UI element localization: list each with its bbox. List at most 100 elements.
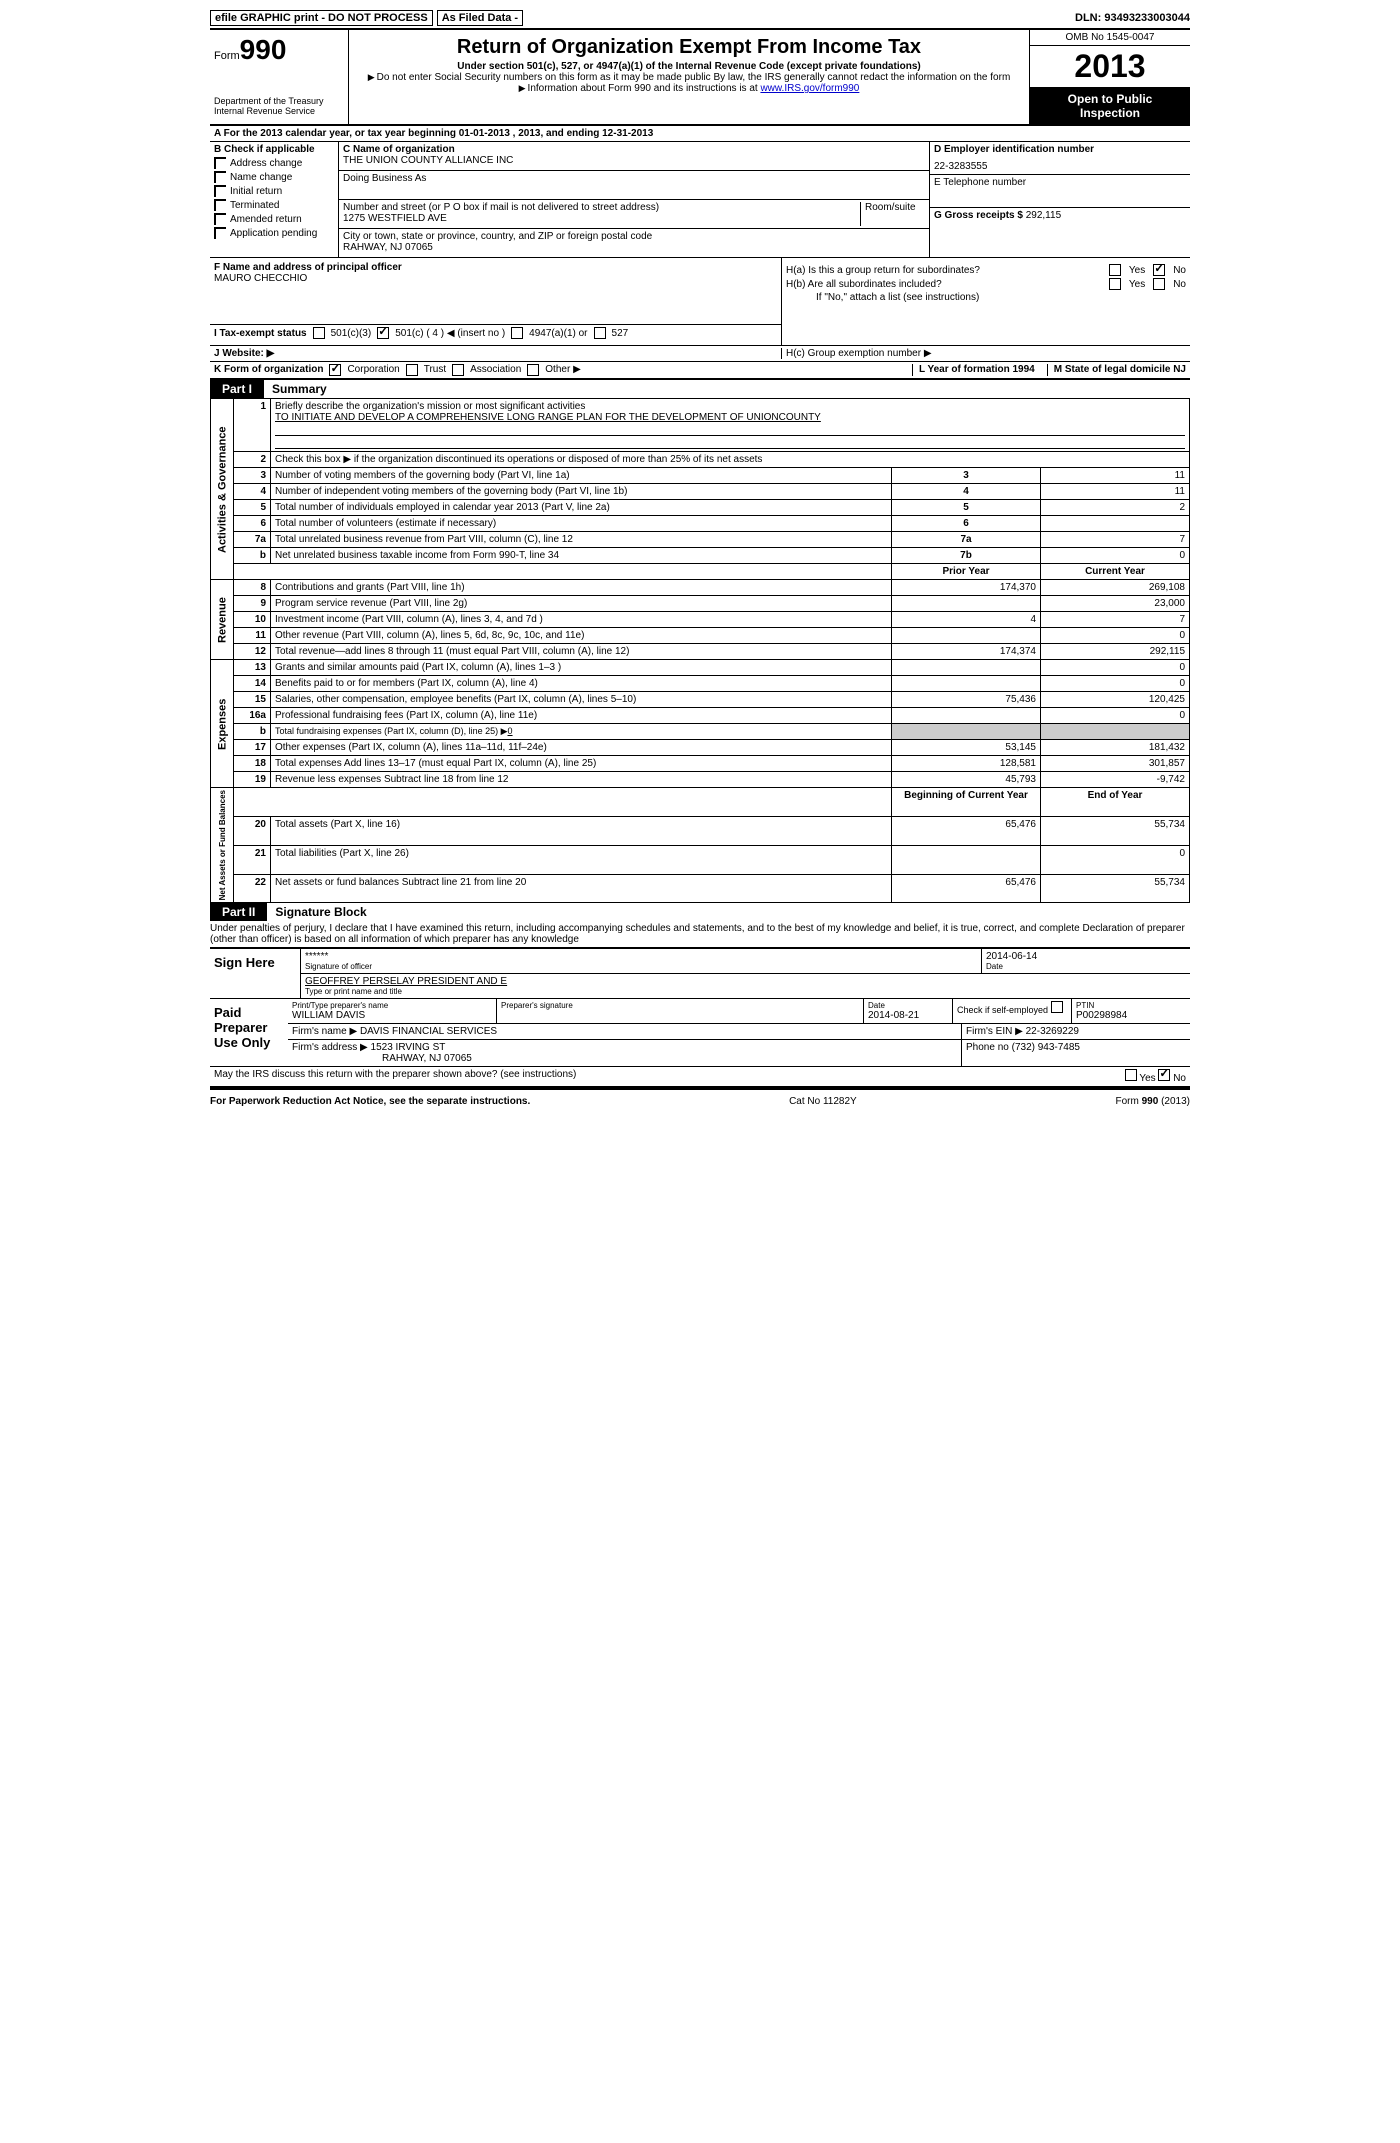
street: 1275 WESTFIELD AVE xyxy=(343,213,856,224)
signature-block: Sign Here ****** Signature of officer 20… xyxy=(210,947,1190,1088)
chk-address[interactable]: Address change xyxy=(214,157,334,169)
sign-here-label: Sign Here xyxy=(210,949,288,998)
paid-label: Paid Preparer Use Only xyxy=(210,999,288,1066)
checkbox-icon[interactable] xyxy=(594,327,606,339)
dba-cell: Doing Business As xyxy=(339,171,929,200)
side-expenses: Expenses xyxy=(211,660,234,788)
part2-header: Part II Signature Block xyxy=(210,903,1190,921)
dln-label: DLN: 93493233003044 xyxy=(1075,12,1190,24)
col-b: B Check if applicable Address change Nam… xyxy=(210,142,339,257)
checkbox-icon[interactable] xyxy=(313,327,325,339)
checkbox-icon[interactable] xyxy=(377,327,389,339)
org-name: THE UNION COUNTY ALLIANCE INC xyxy=(343,155,925,166)
part1-tab: Part I xyxy=(210,380,264,398)
row-k: K Form of organization Corporation Trust… xyxy=(210,362,1190,380)
h-a: H(a) Is this a group return for subordin… xyxy=(786,264,1186,276)
checkbox-icon[interactable] xyxy=(1109,278,1121,290)
preparer-name: WILLIAM DAVIS xyxy=(292,1010,492,1021)
header-right: OMB No 1545-0047 2013 Open to Public Ins… xyxy=(1029,30,1190,124)
footer: For Paperwork Reduction Act Notice, see … xyxy=(210,1088,1190,1107)
asfiled-label: As Filed Data - xyxy=(437,10,523,26)
side-netassets: Net Assets or Fund Balances xyxy=(211,788,234,903)
chk-amended[interactable]: Amended return xyxy=(214,213,334,225)
summary-table: Activities & Governance 1 Briefly descri… xyxy=(210,398,1190,903)
checkbox-icon[interactable] xyxy=(452,364,464,376)
checkbox-icon[interactable] xyxy=(527,364,539,376)
note2: Information about Form 990 and its instr… xyxy=(355,83,1023,94)
checkbox-icon xyxy=(214,171,226,183)
chk-name[interactable]: Name change xyxy=(214,171,334,183)
checkbox-icon xyxy=(214,227,226,239)
firm-ein: 22-3269229 xyxy=(1026,1026,1079,1037)
ein-cell: D Employer identification number 22-3283… xyxy=(930,142,1190,175)
officer-name: MAURO CHECCHIO xyxy=(214,273,777,284)
checkbox-icon[interactable] xyxy=(511,327,523,339)
firm-phone: (732) 943-7485 xyxy=(1012,1042,1080,1053)
phone-cell: E Telephone number xyxy=(930,175,1190,208)
ein: 22-3283555 xyxy=(934,161,1186,172)
checkbox-icon[interactable] xyxy=(329,364,341,376)
discuss-row: May the IRS discuss this return with the… xyxy=(210,1067,1190,1088)
chk-initial[interactable]: Initial return xyxy=(214,185,334,197)
side-revenue: Revenue xyxy=(211,580,234,660)
h-b: H(b) Are all subordinates included? Yes … xyxy=(786,278,1186,290)
val-4: 11 xyxy=(1041,484,1190,500)
paid-preparer-row: Paid Preparer Use Only Print/Type prepar… xyxy=(210,999,1190,1067)
checkbox-icon xyxy=(214,213,226,225)
top-bar: efile GRAPHIC print - DO NOT PROCESS As … xyxy=(210,10,1190,26)
row-a: A For the 2013 calendar year, or tax yea… xyxy=(210,126,1190,142)
part1-header: Part I Summary xyxy=(210,380,1190,398)
dept: Department of the Treasury Internal Reve… xyxy=(214,96,344,116)
open-inspection: Open to Public Inspection xyxy=(1030,88,1190,124)
dept1: Department of the Treasury xyxy=(214,96,344,106)
firm-addr1: 1523 IRVING ST xyxy=(371,1042,446,1053)
val-7a: 7 xyxy=(1041,532,1190,548)
prep-date: 2014-08-21 xyxy=(868,1010,948,1021)
sign-date: 2014-06-14 xyxy=(986,951,1186,962)
header: Form990 Department of the Treasury Inter… xyxy=(210,28,1190,126)
perjury: Under penalties of perjury, I declare th… xyxy=(210,921,1190,947)
h-c: H(c) Group exemption number ▶ xyxy=(781,348,1186,359)
footer-mid: Cat No 11282Y xyxy=(789,1096,857,1107)
title: Return of Organization Exempt From Incom… xyxy=(355,36,1023,59)
checkbox-icon xyxy=(214,157,226,169)
row-i: I Tax-exempt status 501(c)(3) 501(c) ( 4… xyxy=(210,324,781,341)
col-f: F Name and address of principal officer … xyxy=(210,258,782,345)
footer-left: For Paperwork Reduction Act Notice, see … xyxy=(210,1096,530,1107)
row-fh: F Name and address of principal officer … xyxy=(210,258,1190,346)
form-990-page: efile GRAPHIC print - DO NOT PROCESS As … xyxy=(210,10,1190,1107)
val-6 xyxy=(1041,516,1190,532)
checkbox-icon[interactable] xyxy=(1158,1069,1170,1081)
header-mid: Return of Organization Exempt From Incom… xyxy=(349,30,1029,124)
checkbox-icon[interactable] xyxy=(1109,264,1121,276)
footer-right: Form 990 (2013) xyxy=(1116,1096,1190,1107)
part2-title: Signature Block xyxy=(267,905,366,919)
checkbox-icon[interactable] xyxy=(1153,264,1165,276)
form-number: Form990 xyxy=(214,34,344,66)
row-j: J Website: ▶ H(c) Group exemption number… xyxy=(210,346,1190,362)
dept2: Internal Revenue Service xyxy=(214,106,344,116)
val-3: 11 xyxy=(1041,468,1190,484)
note1: Do not enter Social Security numbers on … xyxy=(355,72,1023,83)
gross-receipts: 292,115 xyxy=(1026,210,1061,221)
checkbox-icon xyxy=(214,185,226,197)
firm-addr2: RAHWAY, NJ 07065 xyxy=(292,1053,472,1064)
chk-terminated[interactable]: Terminated xyxy=(214,199,334,211)
form-no: 990 xyxy=(240,34,287,65)
form-label: Form xyxy=(214,50,240,62)
gross-cell: G Gross receipts $ 292,115 xyxy=(930,208,1190,240)
block-bcde: B Check if applicable Address change Nam… xyxy=(210,142,1190,258)
val-7b: 0 xyxy=(1041,548,1190,564)
checkbox-icon[interactable] xyxy=(1051,1001,1063,1013)
checkbox-icon[interactable] xyxy=(1125,1069,1137,1081)
firm-name: DAVIS FINANCIAL SERVICES xyxy=(360,1026,497,1037)
chk-pending[interactable]: Application pending xyxy=(214,227,334,239)
org-name-cell: C Name of organization THE UNION COUNTY … xyxy=(339,142,929,171)
side-activities: Activities & Governance xyxy=(211,399,234,580)
checkbox-icon[interactable] xyxy=(1153,278,1165,290)
part1-title: Summary xyxy=(264,382,327,396)
header-left: Form990 Department of the Treasury Inter… xyxy=(210,30,349,124)
irs-link[interactable]: www.IRS.gov/form990 xyxy=(760,83,859,94)
checkbox-icon[interactable] xyxy=(406,364,418,376)
sign-here-row: Sign Here ****** Signature of officer 20… xyxy=(210,949,1190,999)
